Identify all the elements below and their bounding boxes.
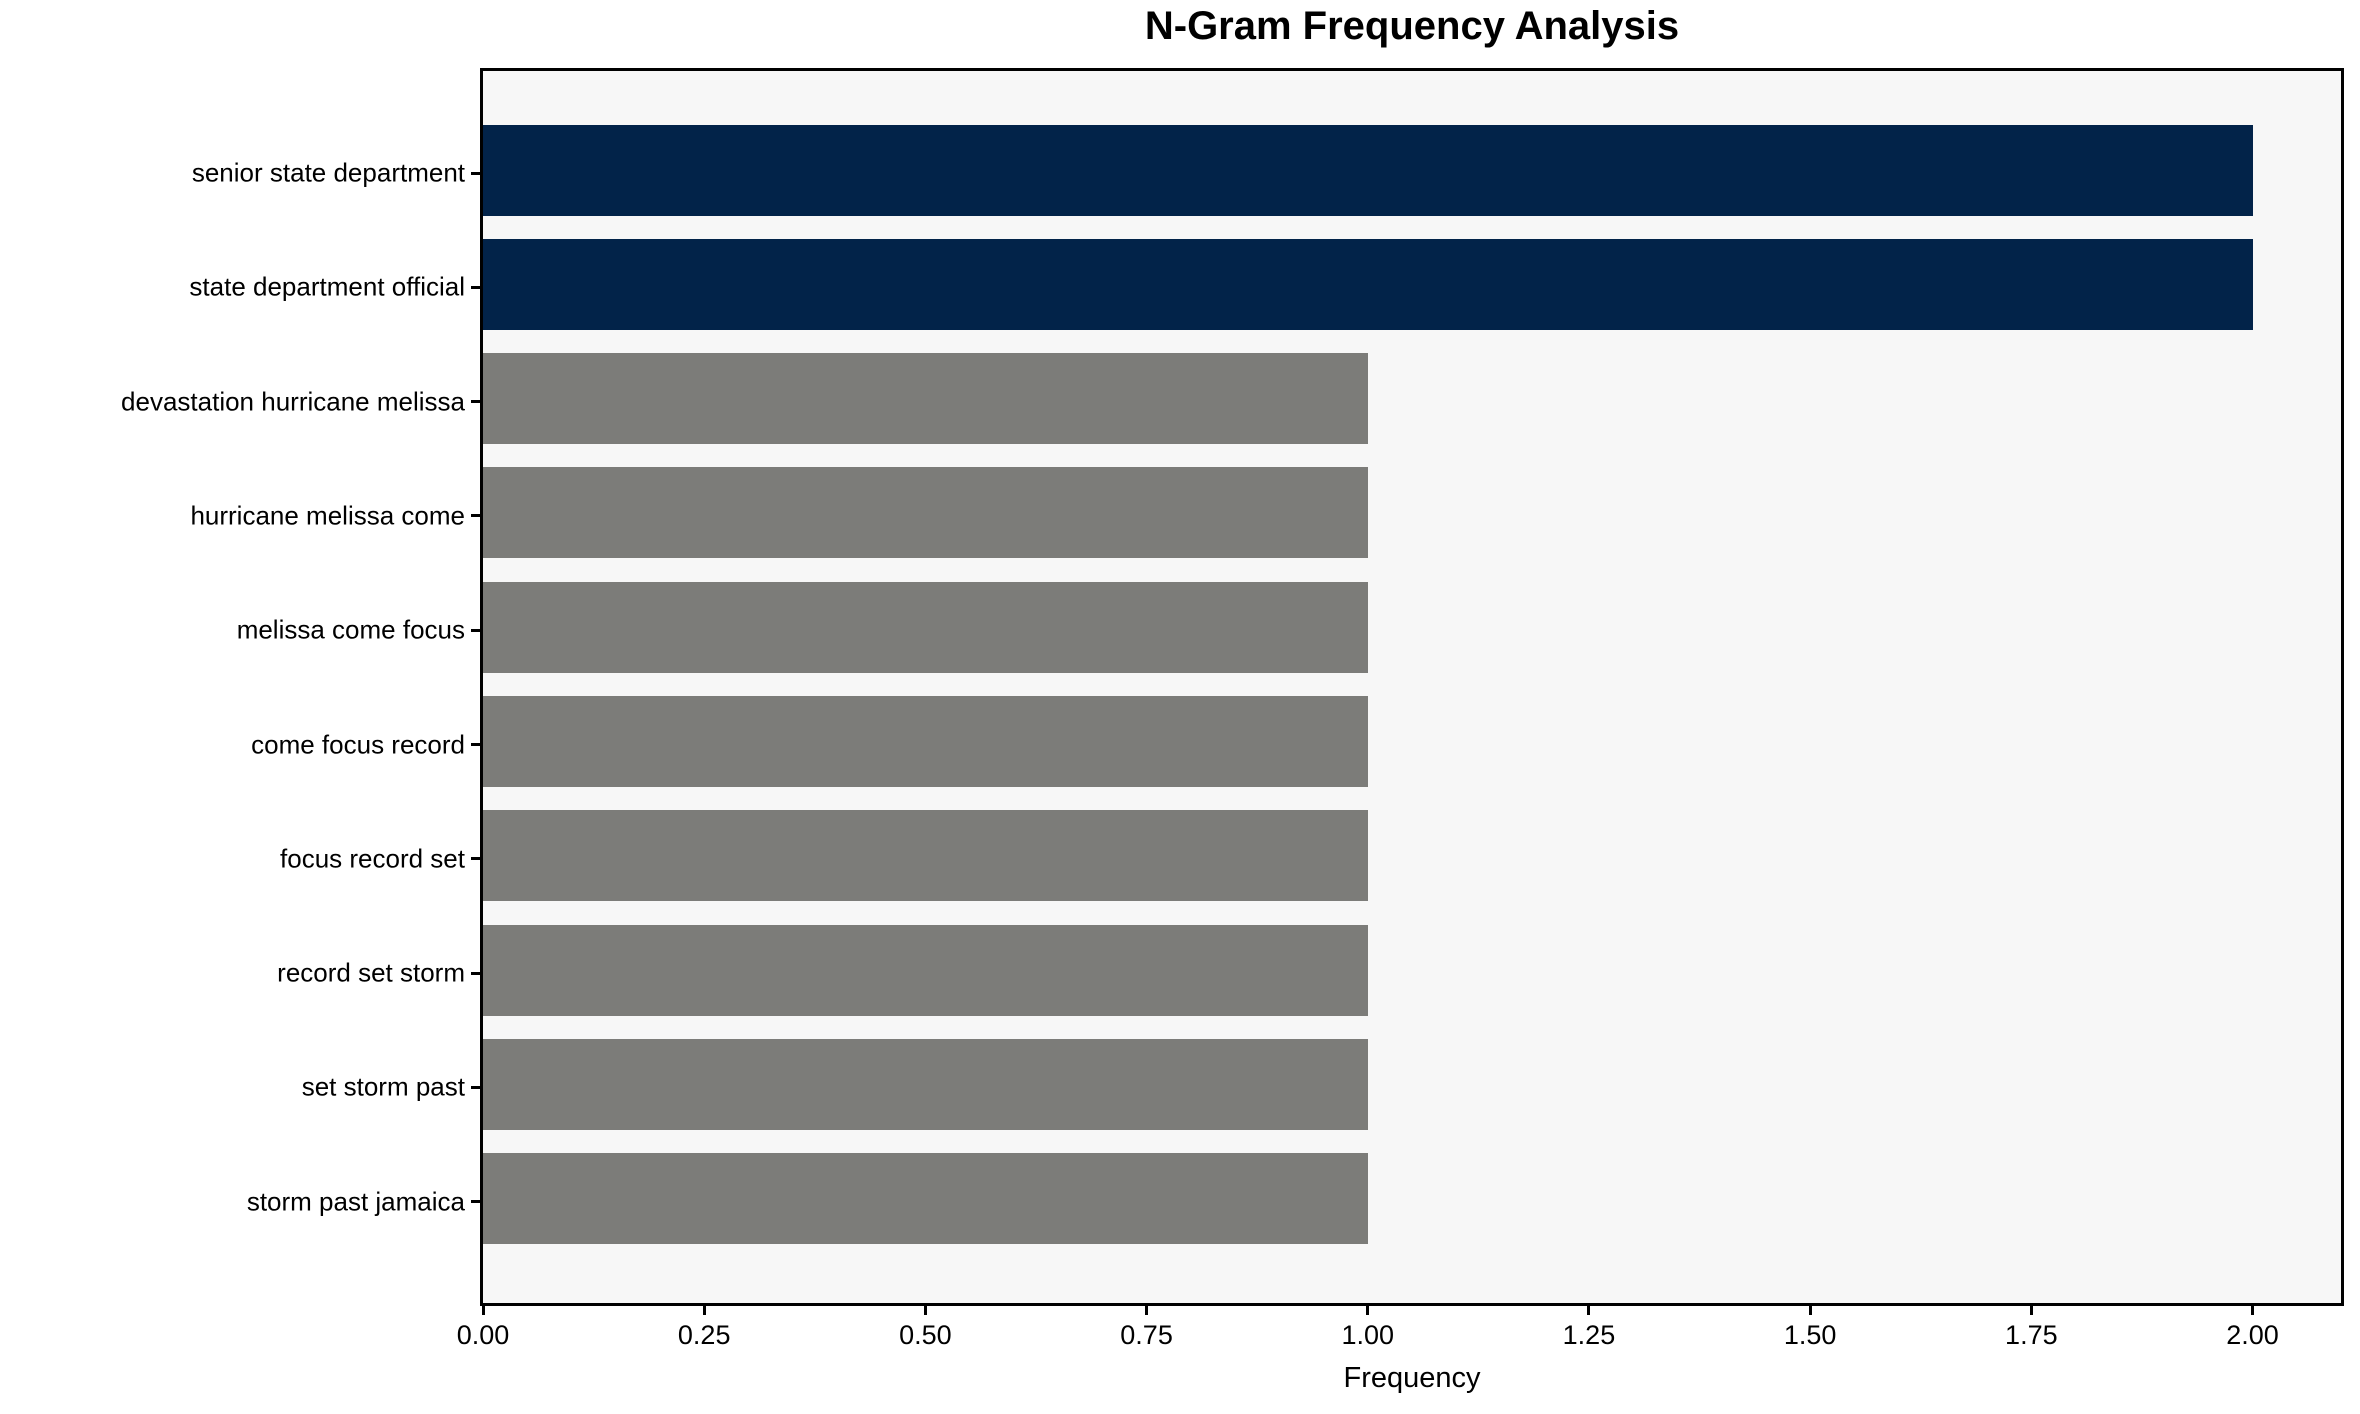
x-tick-label: 0.50 — [899, 1320, 952, 1350]
y-tick-label: set storm past — [301, 1071, 465, 1102]
bar-hurricane-melissa-come — [483, 467, 1368, 559]
chart-title: N-Gram Frequency Analysis — [1144, 4, 1680, 48]
y-tick-label: record set storm — [277, 957, 465, 988]
y-tick-label: senior state department — [191, 157, 465, 188]
bar-set-storm-past — [483, 1038, 1368, 1130]
y-tick-label: come focus record — [251, 729, 465, 759]
bar-come-focus-record — [483, 696, 1368, 787]
x-tick-mark — [1587, 1305, 1591, 1315]
x-tick-mark — [1808, 1305, 1812, 1315]
x-tick-mark — [2251, 1305, 2255, 1315]
y-tick-mark — [471, 857, 480, 861]
y-tick-label: state department official — [189, 271, 465, 302]
y-tick-mark — [471, 514, 480, 518]
plot-area — [480, 68, 2344, 1306]
x-tick-label: 2.00 — [2226, 1320, 2279, 1350]
x-tick-mark — [1366, 1305, 1370, 1315]
y-tick-mark — [471, 1200, 480, 1204]
x-tick-label: 1.75 — [2005, 1320, 2058, 1350]
y-tick-label: melissa come focus — [236, 614, 465, 645]
y-tick-label: hurricane melissa come — [190, 500, 465, 531]
bar-melissa-come-focus — [483, 581, 1368, 673]
y-tick-mark — [471, 971, 480, 975]
x-tick-mark — [2029, 1305, 2033, 1315]
y-tick-label: storm past jamaica — [246, 1186, 465, 1217]
x-tick-label: 1.25 — [1562, 1320, 1616, 1350]
x-tick-mark — [1145, 1305, 1149, 1315]
x-tick-label: 0.00 — [456, 1320, 510, 1350]
x-tick-label: 0.25 — [677, 1320, 731, 1350]
bar-focus-record-set — [483, 810, 1368, 902]
y-tick-label: focus record set — [280, 843, 465, 874]
y-tick-mark — [471, 628, 480, 632]
y-tick-mark — [471, 171, 480, 175]
y-tick-mark — [471, 1085, 480, 1089]
y-tick-mark — [471, 743, 480, 746]
x-tick-label: 1.50 — [1783, 1320, 1837, 1350]
y-tick-mark — [471, 400, 480, 404]
x-tick-mark — [481, 1305, 485, 1315]
x-tick-label: 0.75 — [1120, 1320, 1173, 1350]
bar-state-department-official — [483, 238, 2253, 330]
x-axis-label: Frequency — [1343, 1362, 1481, 1394]
y-tick-label: devastation hurricane melissa — [121, 386, 465, 417]
y-tick-mark — [471, 285, 480, 289]
x-tick-label: 1.00 — [1341, 1320, 1395, 1350]
bar-senior-state-department — [483, 124, 2253, 216]
bar-record-set-storm — [483, 924, 1368, 1016]
bar-storm-past-jamaica — [483, 1153, 1368, 1245]
x-tick-mark — [923, 1305, 927, 1315]
bar-devastation-hurricane-melissa — [483, 353, 1368, 445]
x-tick-mark — [702, 1305, 706, 1315]
